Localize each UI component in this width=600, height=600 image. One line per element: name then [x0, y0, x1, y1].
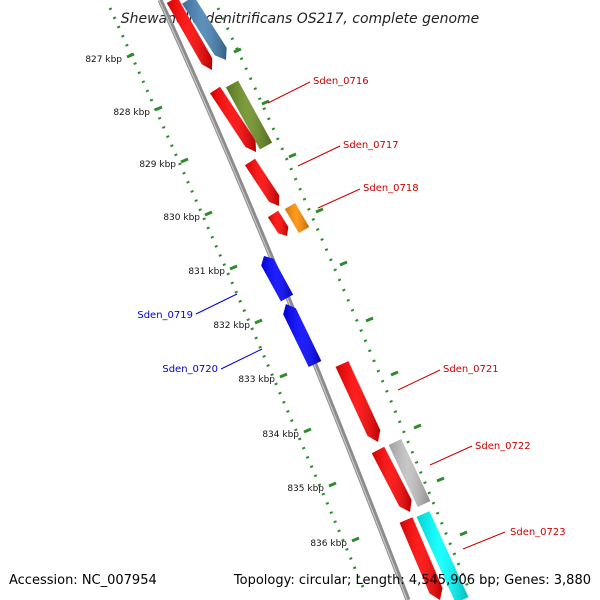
gene-leader-line [195, 293, 238, 315]
gene-label-sden_0723[interactable]: Sden_0723 [510, 527, 566, 538]
tick-mark [229, 264, 238, 271]
gene-leader-line [267, 81, 311, 104]
gene-label-sden_0716[interactable]: Sden_0716 [313, 76, 369, 87]
gene-layer [166, 0, 469, 600]
tick-label: 829 kbp [139, 160, 176, 170]
gene-label-sden_0717[interactable]: Sden_0717 [343, 140, 399, 151]
tick-label: 828 kbp [113, 108, 150, 118]
gene-label-sden_0720[interactable]: Sden_0720 [162, 364, 218, 375]
tick-mark [328, 481, 337, 488]
gene-arrow-shade [267, 210, 289, 236]
tick-mark [351, 536, 360, 543]
tick-label: 836 kbp [310, 539, 347, 549]
gene-leader-line [462, 531, 506, 550]
tick-mark [254, 318, 263, 325]
gene-leader-line [397, 369, 441, 391]
gene-arrow-shade [225, 80, 273, 150]
tick-mark [180, 157, 189, 164]
gene-label-sden_0718[interactable]: Sden_0718 [363, 183, 419, 194]
tick-mark [303, 427, 312, 434]
tick-label: 830 kbp [163, 213, 200, 223]
gene-arrow-shade [166, 0, 213, 70]
genome-backbone [157, 0, 411, 600]
gene-arrow-shade [283, 304, 322, 367]
gene-label-sden_0722[interactable]: Sden_0722 [475, 441, 531, 452]
gene-arrow-shade [416, 511, 469, 600]
gene-arrow-shade [284, 203, 310, 233]
gene-arrow-shade [261, 256, 294, 302]
tick-mark [204, 210, 213, 217]
gene-label-sden_0721[interactable]: Sden_0721 [443, 364, 499, 375]
label-layer: Sden_0716 Sden_0717 Sden_0718 Sden_0719 Sden… [137, 76, 566, 550]
outer-tick-mark [365, 316, 374, 323]
tick-label: 831 kbp [188, 267, 225, 277]
tick-group: 827 kbp 828 kbp 829 kbp 830 kbp 831 kbp 832 k… [85, 47, 468, 549]
gene-leader-line [317, 188, 361, 209]
gene-arrow-shade [245, 158, 280, 206]
outer-tick-mark [339, 260, 348, 267]
outer-tick-mark [436, 476, 445, 483]
outer-tick-mark [261, 99, 270, 106]
gene-label-sden_0719[interactable]: Sden_0719 [137, 310, 193, 321]
gene-arrow-shade [371, 446, 412, 512]
gene-arrow-shade [210, 86, 256, 152]
outer-tick-mark [315, 207, 324, 214]
tick-mark [279, 372, 288, 379]
outer-tick-ring [216, 7, 472, 593]
gene-leader-line [429, 445, 473, 466]
gene-arrow-shade [182, 0, 227, 60]
outer-tick-mark [413, 423, 422, 430]
tick-label: 827 kbp [85, 55, 122, 65]
gene-leader-line [220, 348, 263, 370]
outer-tick-mark [233, 47, 242, 54]
outer-tick-mark [288, 152, 297, 159]
tick-mark [126, 52, 135, 59]
gene-arrow-shade [399, 517, 443, 600]
outer-tick-mark [459, 530, 468, 537]
gene-arrow-shade [335, 361, 381, 442]
tick-label: 832 kbp [213, 321, 250, 331]
tick-label: 835 kbp [287, 484, 324, 494]
topology-label: Topology: circular; Length: 4,545,906 bp… [233, 573, 591, 588]
accession-label: Accession: NC_007954 [9, 573, 157, 588]
tick-label: 834 kbp [262, 430, 299, 440]
tick-label: 833 kbp [238, 375, 275, 385]
tick-mark [154, 105, 163, 112]
gene-arrow-shade [388, 439, 431, 507]
gene-leader-line [297, 145, 341, 167]
outer-tick-mark [390, 370, 399, 377]
